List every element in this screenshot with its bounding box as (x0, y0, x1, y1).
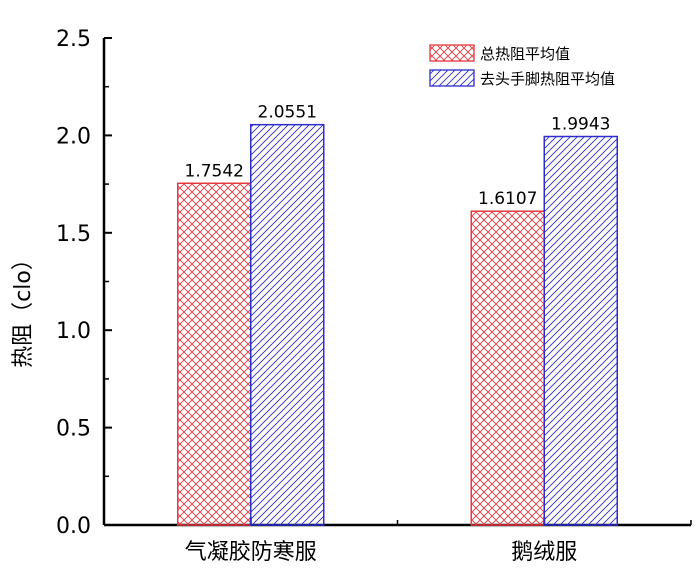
y-tick-label: 0.0 (56, 514, 91, 539)
y-tick-label: 1.0 (56, 319, 91, 344)
data-label: 1.6107 (478, 189, 537, 209)
x-category-label: 鹅绒服 (511, 540, 577, 565)
bar-no-extremities-1 (543, 135, 618, 526)
y-tick-label: 0.5 (56, 417, 91, 442)
legend-label: 去头手脚热阻平均值 (480, 70, 615, 88)
legend-swatch (429, 44, 475, 62)
bar-total-0 (177, 182, 252, 526)
data-label: 1.7542 (185, 161, 244, 181)
legend-label: 总热阻平均值 (480, 45, 570, 63)
data-label: 1.9943 (551, 115, 610, 135)
x-category-label: 气凝胶防寒服 (185, 540, 317, 565)
y-tick-label: 2.0 (56, 124, 91, 149)
bar-total-1 (470, 210, 545, 526)
legend-swatch (429, 69, 475, 87)
bar-no-extremities-0 (250, 123, 325, 526)
plot-area: 0.0 0.5 1.0 1.5 2.0 2.5 气凝胶防寒服 1.7542 2.0551 鹅绒服 1… (56, 27, 692, 565)
y-tick-label: 1.5 (56, 222, 91, 247)
y-axis-title: 热阻（clo） (11, 248, 36, 368)
y-tick-label: 2.5 (56, 27, 91, 52)
data-label: 2.0551 (258, 103, 317, 123)
